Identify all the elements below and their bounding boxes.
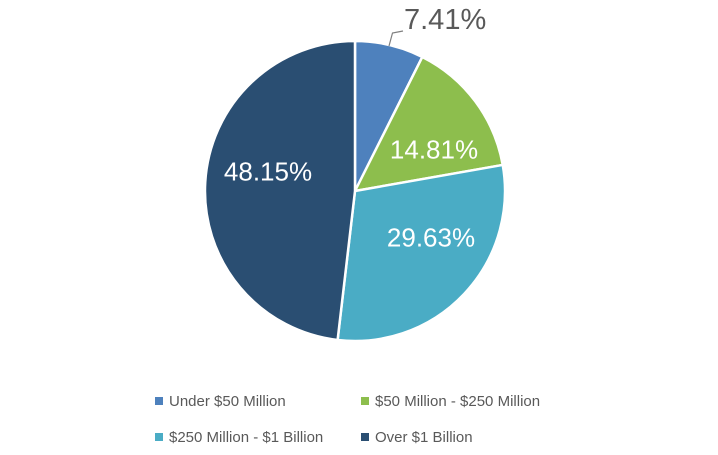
pie-slice-2[interactable]: [336, 163, 507, 343]
legend-marker-icon: [361, 397, 369, 405]
pie-slice-3[interactable]: [203, 39, 357, 342]
legend: Under $50 Million $50 Million - $250 Mil…: [155, 392, 541, 446]
pie-slice-1[interactable]: [353, 55, 504, 193]
legend-label: Over $1 Billion: [375, 428, 473, 446]
slice-label-over-1b: 48.15%: [223, 156, 313, 187]
legend-item-250m-1b[interactable]: $250 Million - $1 Billion: [155, 428, 361, 446]
legend-item-over-1b[interactable]: Over $1 Billion: [361, 428, 540, 446]
slice-label-250m-1b: 29.63%: [386, 222, 476, 253]
leader-line: [388, 30, 404, 47]
legend-item-50m-250m[interactable]: $50 Million - $250 Million: [361, 392, 541, 410]
legend-label: $50 Million - $250 Million: [375, 392, 541, 410]
legend-label: Under $50 Million: [169, 392, 286, 410]
legend-item-under-50-million[interactable]: Under $50 Million: [155, 392, 361, 410]
legend-marker-icon: [155, 397, 163, 405]
slice-label-under-50-million: 7.41%: [404, 4, 487, 36]
legend-label: $250 Million - $1 Billion: [169, 428, 324, 446]
legend-marker-icon: [361, 433, 369, 441]
slice-label-50m-250m: 14.81%: [389, 134, 479, 165]
legend-marker-icon: [155, 433, 163, 441]
